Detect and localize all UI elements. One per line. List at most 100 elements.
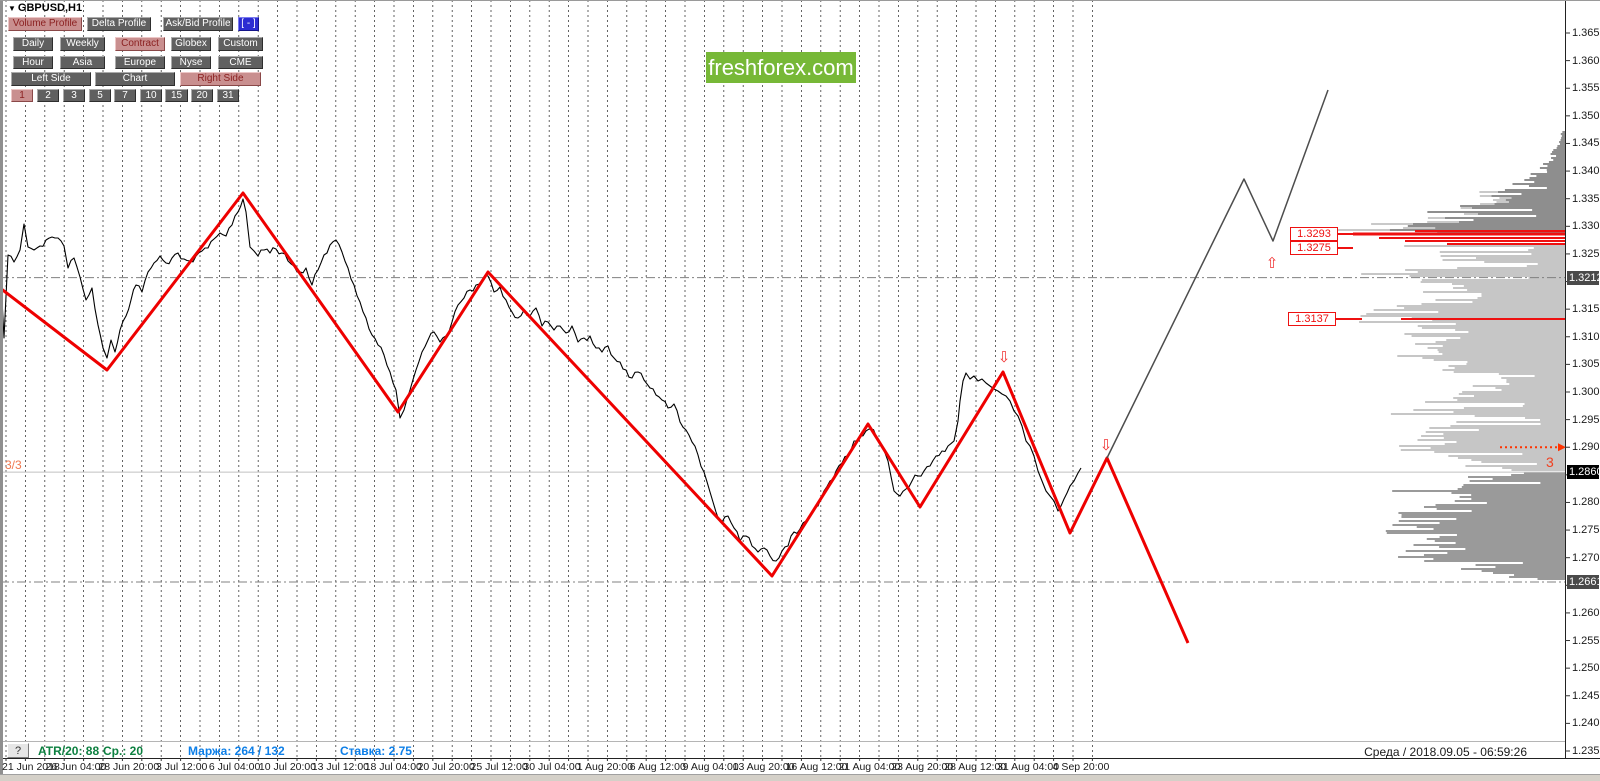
price-tick-label: 1.2555 <box>1572 634 1600 647</box>
volume-profile-poc-lines <box>1353 230 1565 320</box>
watermark-text: freshforex.com <box>708 54 854 80</box>
window-bottom-edge <box>0 774 1600 781</box>
price-tick-label: 1.3405 <box>1572 165 1600 178</box>
time-tick-label: 18 Jul 04:00 <box>364 761 422 773</box>
window-top-edge <box>0 0 1600 1</box>
toolbar-button-10[interactable]: 10 <box>140 89 162 102</box>
toolbar-button-left-side[interactable]: Left Side <box>11 72 91 86</box>
price-tick-label: 1.2805 <box>1572 496 1600 509</box>
indicator-help-button[interactable]: ? <box>7 743 29 758</box>
price-tick-label: 1.3305 <box>1572 220 1600 233</box>
chart-symbol-title: ▼ GBPUSD,H1 <box>8 2 82 14</box>
down-arrow-icon[interactable]: ⇩ <box>1100 436 1113 454</box>
price-axis-tickmarks <box>1565 32 1570 752</box>
price-tick-label: 1.2705 <box>1572 551 1600 564</box>
toolbar-button-20[interactable]: 20 <box>191 89 213 102</box>
volume-profile-histogram <box>1335 131 1565 580</box>
price-tick-label: 1.3455 <box>1572 137 1600 150</box>
red-price-tag-1.3293[interactable]: 1.3293 <box>1290 227 1338 241</box>
toolbar-button-7[interactable]: 7 <box>114 89 136 102</box>
red-price-tag-1.3275[interactable]: 1.3275 <box>1290 241 1338 255</box>
toolbar-button-weekly[interactable]: Weekly <box>60 37 105 51</box>
time-tick-label: 28 Jun 20:00 <box>98 761 160 773</box>
price-tick-label: 1.3505 <box>1572 109 1600 122</box>
time-tick-label: 13 Jul 12:00 <box>311 761 369 773</box>
toolbar-button-3[interactable]: 3 <box>63 89 85 102</box>
toolbar-button-volume-profile[interactable]: Volume Profile <box>8 17 82 31</box>
wave-count-left-label: 3/3 <box>5 458 22 472</box>
toolbar-button-31[interactable]: 31 <box>217 89 239 102</box>
red-price-tag-1.3137[interactable]: 1.3137 <box>1288 312 1336 326</box>
time-tick-label: 25 Jul 12:00 <box>470 761 528 773</box>
price-tick-label: 1.3005 <box>1572 385 1600 398</box>
time-axis-ticks <box>5 758 1093 761</box>
toolbar-button-globex[interactable]: Globex <box>171 37 211 51</box>
time-tick-label: 1 Aug 20:00 <box>576 761 633 773</box>
down-arrow-icon[interactable]: ⇩ <box>998 348 1011 366</box>
price-highlight-box: 1.3212 <box>1567 270 1600 285</box>
price-tick-label: 1.2605 <box>1572 606 1600 619</box>
toolbar-button-right-side[interactable]: Right Side <box>180 72 261 86</box>
price-tick-label: 1.3605 <box>1572 54 1600 67</box>
price-tick-label: 1.2755 <box>1572 524 1600 537</box>
broker-watermark: freshforex.com <box>706 52 856 83</box>
price-tick-label: 1.3655 <box>1572 27 1600 39</box>
time-tick-label: 3 Jul 12:00 <box>156 761 208 773</box>
price-levels[interactable] <box>0 277 1566 583</box>
time-tick-label: 21 Aug 04:00 <box>838 761 901 773</box>
price-tick-label: 1.3555 <box>1572 82 1600 95</box>
time-tick-label: 21 Jun 2018 <box>2 761 60 773</box>
toolbar-button-daily[interactable]: Daily <box>13 37 53 51</box>
red-tag-ticks <box>1336 233 1362 320</box>
toolbar-button-15[interactable]: 15 <box>165 89 188 102</box>
price-tick-label: 1.2355 <box>1572 744 1600 757</box>
price-tick-label: 1.2905 <box>1572 441 1600 454</box>
up-arrow-icon[interactable]: ⇧ <box>1266 254 1279 272</box>
gray-forecast-line[interactable] <box>1106 89 1329 459</box>
time-tick-label: 4 Sep 20:00 <box>1052 761 1110 773</box>
price-tick-label: 1.3105 <box>1572 330 1600 343</box>
rate-status-label: Ставка: 2.75 <box>340 744 412 758</box>
toolbar-button-hour[interactable]: Hour <box>13 56 53 69</box>
toolbar-button-2[interactable]: 2 <box>37 89 59 102</box>
price-tick-label: 1.2405 <box>1572 717 1600 730</box>
time-tick-label: 13 Aug 20:00 <box>732 761 795 773</box>
atr-status-label: ATR/20: 88 <box>38 744 100 758</box>
toolbar-button-chart[interactable]: Chart <box>95 72 175 86</box>
time-tick-label: 20 Jul 20:00 <box>417 761 475 773</box>
toolbar-button-cme[interactable]: CME <box>218 56 263 69</box>
time-tick-label: 9 Aug 04:00 <box>682 761 739 773</box>
price-tick-label: 1.2455 <box>1572 689 1600 702</box>
window-left-edge <box>0 0 3 781</box>
price-tick-label: 1.3055 <box>1572 358 1600 371</box>
time-tick-label: 6 Jul 04:00 <box>208 761 261 773</box>
toolbar-button-delta-profile[interactable]: Delta Profile <box>87 17 151 31</box>
time-tick-label: 23 Aug 20:00 <box>891 761 954 773</box>
price-tick-label: 1.3155 <box>1572 303 1600 316</box>
price-highlight-box: 1.2860 <box>1567 465 1600 480</box>
toolbar-button-europe[interactable]: Europe <box>115 56 165 69</box>
price-tick-label: 1.2505 <box>1572 662 1600 675</box>
toolbar-button-nyse[interactable]: Nyse <box>171 56 211 69</box>
price-highlight-box: 1.2661 <box>1567 574 1600 589</box>
time-tick-label: 31 Aug 04:00 <box>997 761 1060 773</box>
dropdown-triangle-icon[interactable]: ▼ <box>8 4 16 13</box>
toolbar-button-contract[interactable]: Contract <box>115 37 165 51</box>
zigzag-wave-line[interactable] <box>0 191 1190 644</box>
price-tick-label: 1.2955 <box>1572 413 1600 426</box>
time-tick-label: 26 Jun 04:00 <box>45 761 107 773</box>
toolbar-button-[interactable]: [ - ] <box>238 17 259 31</box>
toolbar-button-5[interactable]: 5 <box>89 89 111 102</box>
toolbar-button-1[interactable]: 1 <box>11 89 33 102</box>
toolbar-button-custom[interactable]: Custom <box>218 37 263 51</box>
time-tick-label: 16 Aug 12:00 <box>785 761 848 773</box>
toolbar-button-asia[interactable]: Asia <box>60 56 105 69</box>
time-tick-label: 6 Aug 12:00 <box>629 761 686 773</box>
server-time-label: Среда / 2018.09.05 - 06:59:26 <box>1364 745 1527 759</box>
price-tick-label: 1.3255 <box>1572 247 1600 260</box>
time-tick-label: 10 Jul 20:00 <box>258 761 317 773</box>
toolbar-button-ask-bid-profile[interactable]: Ask/Bid Profile <box>163 17 233 31</box>
time-tick-label: 30 Jul 04:00 <box>523 761 581 773</box>
